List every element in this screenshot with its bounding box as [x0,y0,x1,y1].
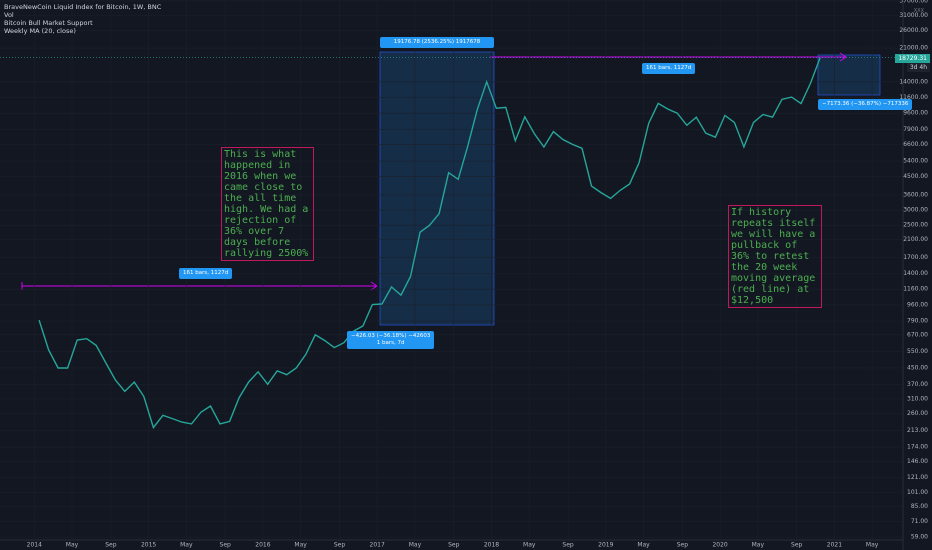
y-tick-label: 1160.00 [903,286,928,293]
x-tick-label: 2021 [827,542,842,549]
measure-region [379,51,495,326]
y-tick-label: 71.00 [911,518,928,525]
measure-label: −7173.36 (−36.87%) −717336 [818,99,913,110]
x-tick-label: 2019 [598,542,613,549]
y-tick-label: 260.00 [907,410,928,417]
x-tick-label: Sep [791,542,803,549]
x-tick-label: Sep [220,542,232,549]
x-tick-label: May [637,542,650,549]
x-tick-label: 2018 [484,542,499,549]
annotation: If history repeats itself we will have a… [728,205,822,308]
x-tick-label: Sep [334,542,346,549]
y-tick-label: 6600.00 [903,141,928,148]
y-tick-label: 370.00 [907,381,928,388]
study: Weekly MA (20, close) [4,27,76,35]
last-price: 18729.31 [895,54,930,63]
x-tick-label: May [752,542,765,549]
study: Vol [4,11,14,19]
x-tick-label: Sep [105,542,117,549]
measure-text: −426.03 (−36.18%) −42603 [351,333,431,339]
y-tick-label: 146.00 [907,458,928,465]
y-tick-label: 31000.00 [899,12,928,19]
y-tick-label: 310.00 [907,396,928,403]
x-tick-label: Sep [677,542,689,549]
measure-region [817,54,881,96]
y-tick-label: 7900.00 [903,126,928,133]
measure-text: 1 bars, 7d [376,340,405,346]
y-tick-label: 1400.00 [903,270,928,277]
arrow [839,52,847,62]
y-tick-label: 37000.00 [899,0,928,4]
y-tick-label: 85.00 [911,503,928,510]
y-tick-label: 59.00 [911,534,928,541]
y-tick-label: 1700.00 [903,254,928,261]
y-tick-label: 26000.00 [899,27,928,34]
y-tick-label: 11600.00 [899,94,928,101]
y-tick-label: 121.00 [907,474,928,481]
measure-label: 19176.78 (2536.25%) 1917678 [380,37,494,48]
y-tick-label: 101.00 [907,489,928,496]
header: BraveNewCoin Liquid Index for Bitcoin, 1… [4,3,161,35]
y-tick-label: 213.00 [907,427,928,434]
measure-label: 161 bars, 1127d [179,268,233,279]
y-tick-label: 174.00 [907,444,928,451]
y-tick-label: 960.00 [907,301,928,308]
x-tick-label: May [866,542,879,549]
symbol: BraveNewCoin Liquid Index for Bitcoin, 1… [4,3,162,11]
x-tick-label: Sep [562,542,574,549]
y-tick-label: 450.00 [907,364,928,371]
price-line [38,57,821,430]
annotation: This is what happened in 2016 when we ca… [221,147,314,261]
study: Bitcoin Bull Market Support [4,19,93,27]
measure-label: −426.03 (−36.18%) −42603 1 bars, 7d [347,331,435,349]
y-tick-label: 3600.00 [903,191,928,198]
x-tick-label: 2014 [27,542,42,549]
y-tick-label: 14000.00 [899,78,928,85]
y-tick-label: 670.00 [907,331,928,338]
measure-label: 161 bars, 1127d [642,63,696,74]
y-tick-label: 550.00 [907,348,928,355]
y-tick-label: 3000.00 [903,207,928,214]
x-tick-label: 2016 [255,542,270,549]
x-tick-label: May [523,542,536,549]
y-tick-label: 790.00 [907,318,928,325]
x-tick-label: 2017 [370,542,385,549]
y-tick-label: 9600.00 [903,110,928,117]
axis-badge: XXX [913,8,924,14]
countdown: 3d 4h [906,63,930,72]
x-tick-label: May [180,542,193,549]
x-tick-label: 2015 [141,542,156,549]
x-tick-label: 2020 [712,542,727,549]
y-tick-label: 21000.00 [899,45,928,52]
x-tick-label: May [66,542,79,549]
x-tick-label: Sep [448,542,460,549]
y-tick-label: 2500.00 [903,222,928,229]
x-tick-label: May [409,542,422,549]
y-tick-label: 4500.00 [903,173,928,180]
x-tick-label: May [294,542,307,549]
y-tick-label: 2100.00 [903,236,928,243]
y-tick-label: 5400.00 [903,158,928,165]
